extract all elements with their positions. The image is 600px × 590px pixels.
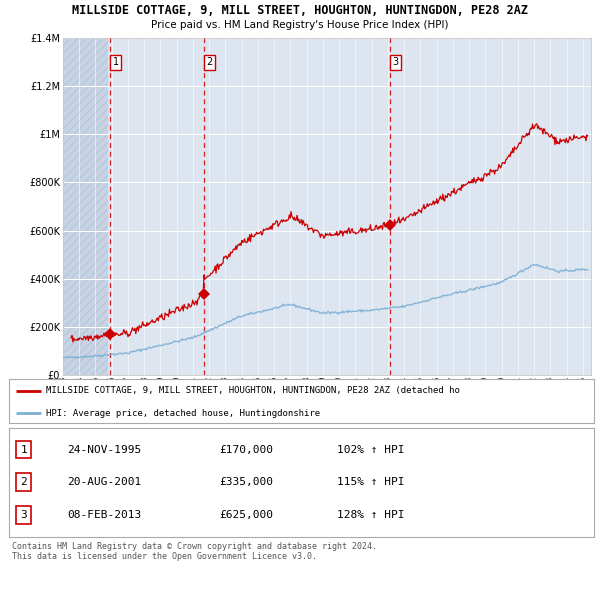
Text: MILLSIDE COTTAGE, 9, MILL STREET, HOUGHTON, HUNTINGDON, PE28 2AZ (detached ho: MILLSIDE COTTAGE, 9, MILL STREET, HOUGHT… xyxy=(46,386,460,395)
Text: £170,000: £170,000 xyxy=(220,445,274,454)
Text: Price paid vs. HM Land Registry's House Price Index (HPI): Price paid vs. HM Land Registry's House … xyxy=(151,20,449,30)
Text: 1: 1 xyxy=(113,57,119,67)
Text: 2: 2 xyxy=(20,477,27,487)
Text: 08-FEB-2013: 08-FEB-2013 xyxy=(67,510,142,520)
Text: 128% ↑ HPI: 128% ↑ HPI xyxy=(337,510,404,520)
Bar xyxy=(63,38,107,375)
Text: Contains HM Land Registry data © Crown copyright and database right 2024.
This d: Contains HM Land Registry data © Crown c… xyxy=(12,542,377,561)
Text: £625,000: £625,000 xyxy=(220,510,274,520)
Text: 24-NOV-1995: 24-NOV-1995 xyxy=(67,445,142,454)
Text: MILLSIDE COTTAGE, 9, MILL STREET, HOUGHTON, HUNTINGDON, PE28 2AZ: MILLSIDE COTTAGE, 9, MILL STREET, HOUGHT… xyxy=(72,4,528,17)
Text: 3: 3 xyxy=(392,57,398,67)
Text: 115% ↑ HPI: 115% ↑ HPI xyxy=(337,477,404,487)
Text: 102% ↑ HPI: 102% ↑ HPI xyxy=(337,445,404,454)
Text: HPI: Average price, detached house, Huntingdonshire: HPI: Average price, detached house, Hunt… xyxy=(46,409,320,418)
Text: £335,000: £335,000 xyxy=(220,477,274,487)
Text: 1: 1 xyxy=(20,445,27,454)
Text: 20-AUG-2001: 20-AUG-2001 xyxy=(67,477,142,487)
Text: 3: 3 xyxy=(20,510,27,520)
Text: 2: 2 xyxy=(206,57,212,67)
